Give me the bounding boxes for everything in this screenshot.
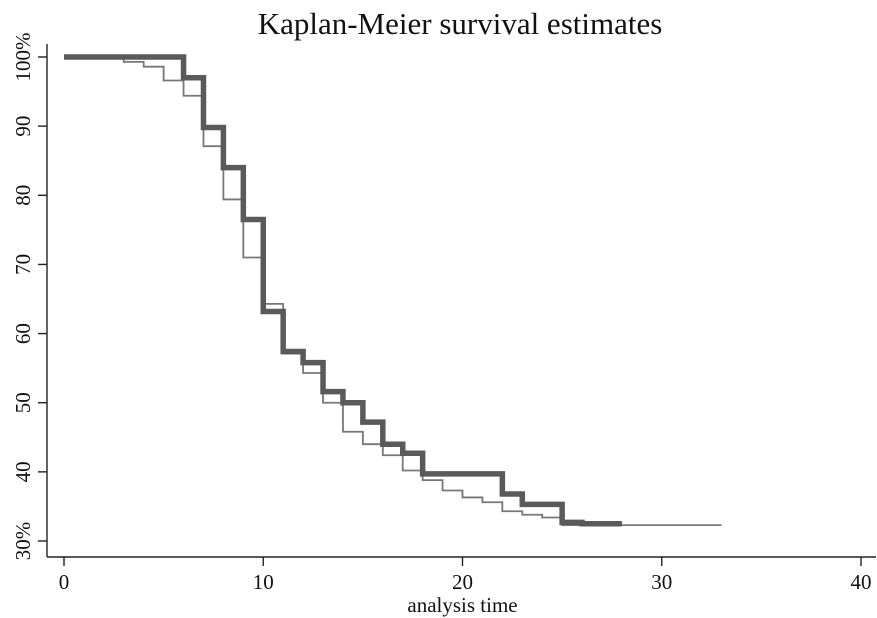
x-tick-label: 30 (651, 570, 672, 594)
x-tick-label: 20 (452, 570, 473, 594)
y-tick-label: 90 (11, 116, 35, 137)
y-tick-label: 100% (11, 33, 35, 82)
y-tick-label: 80 (11, 185, 35, 206)
chart-title: Kaplan-Meier survival estimates (257, 6, 663, 41)
y-tick-label: 60 (11, 323, 35, 344)
x-axis-label: analysis time (407, 593, 518, 617)
x-tick-label: 0 (59, 570, 70, 594)
y-tick-label: 50 (11, 392, 35, 413)
y-tick-label: 40 (11, 461, 35, 482)
survival-curve-thin (64, 56, 722, 526)
series-layer (64, 54, 722, 527)
y-tick-label: 70 (11, 254, 35, 275)
x-tick-label: 40 (851, 570, 872, 594)
survival-curve-thick (64, 54, 622, 527)
x-tick-label: 10 (253, 570, 274, 594)
y-tick-label: 30% (11, 522, 35, 561)
axes: 0 10 20 30 40 30% 40 50 60 70 80 90 100% (11, 33, 876, 594)
